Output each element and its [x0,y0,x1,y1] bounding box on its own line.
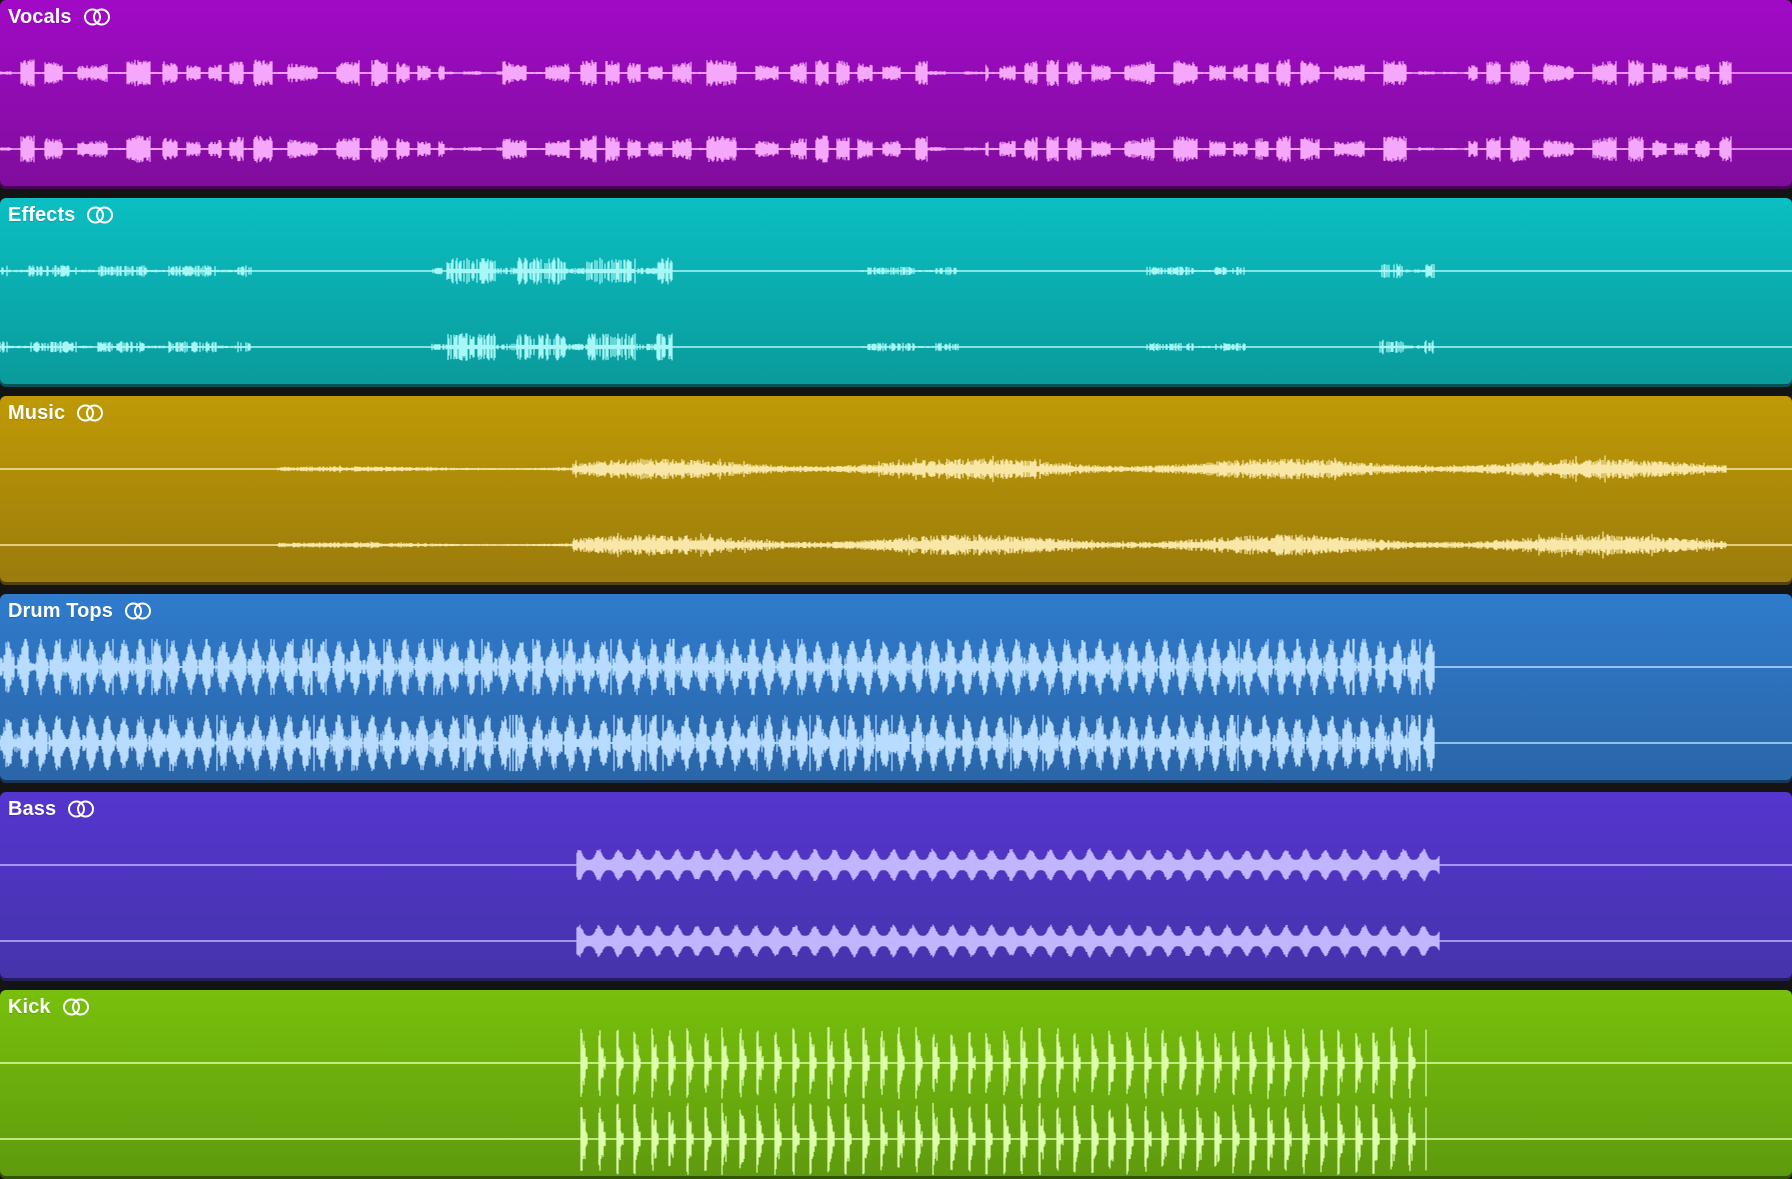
audio-region-waveform [0,714,1435,772]
track-header: Bass [8,797,96,821]
audio-region-waveform [1146,266,1246,276]
audio-region-waveform [1379,263,1435,279]
audio-region-waveform [861,342,960,352]
loop-icon[interactable] [61,997,91,1017]
track-bass[interactable]: Bass [0,792,1792,981]
track-header: Kick [8,995,91,1019]
waveform-display[interactable] [0,594,1792,783]
track-header: Music [8,401,105,425]
track-name: Bass [8,797,57,820]
audio-region-waveform [576,924,1440,958]
track-drum-tops[interactable]: Drum Tops [0,594,1792,783]
waveform-display[interactable] [0,792,1792,981]
waveform-display[interactable] [0,198,1792,387]
track-name: Drum Tops [8,599,113,622]
track-effects[interactable]: Effects [0,198,1792,387]
track-name: Effects [8,203,76,226]
audio-region-waveform [277,541,574,549]
waveform-display[interactable] [0,0,1792,189]
audio-region-waveform [432,257,673,285]
audio-region-waveform [572,531,1727,559]
audio-region-waveform [0,341,252,353]
audio-region-waveform [859,266,960,276]
audio-region-waveform [1379,339,1435,355]
audio-region-waveform [580,1103,1427,1175]
track-header: Effects [8,203,115,227]
audio-region-waveform [0,265,252,277]
loop-icon[interactable] [66,799,96,819]
loop-icon[interactable] [85,205,115,225]
audio-region-waveform [0,59,1732,87]
loop-icon[interactable] [75,403,105,423]
audio-region-waveform [1146,342,1246,352]
audio-region-waveform [431,333,673,361]
audio-region-waveform [580,1027,1427,1099]
audio-region-waveform [572,455,1727,483]
audio-region-waveform [277,465,574,473]
audio-region-waveform [576,848,1440,882]
track-header: Vocals [8,5,112,29]
track-music[interactable]: Music [0,396,1792,585]
audio-region-waveform [0,638,1435,696]
track-name: Kick [8,995,51,1018]
loop-icon[interactable] [123,601,153,621]
waveform-display[interactable] [0,396,1792,585]
track-name: Music [8,401,66,424]
track-header: Drum Tops [8,599,153,623]
waveform-display[interactable] [0,990,1792,1179]
track-name: Vocals [8,5,72,28]
audio-region-waveform [0,135,1732,163]
track-kick[interactable]: Kick [0,990,1792,1179]
track-vocals[interactable]: Vocals [0,0,1792,189]
loop-icon[interactable] [82,7,112,27]
